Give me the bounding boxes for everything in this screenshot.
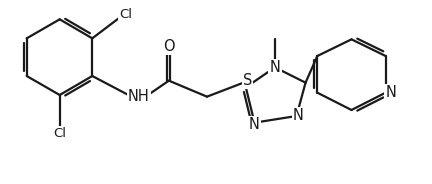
Text: Cl: Cl <box>53 127 66 140</box>
Text: N: N <box>270 60 280 75</box>
Text: NH: NH <box>128 89 149 104</box>
Text: Cl: Cl <box>119 8 132 20</box>
Text: N: N <box>249 117 260 132</box>
Text: O: O <box>163 39 175 54</box>
Text: S: S <box>243 73 252 88</box>
Text: N: N <box>293 109 304 123</box>
Text: N: N <box>385 85 396 100</box>
